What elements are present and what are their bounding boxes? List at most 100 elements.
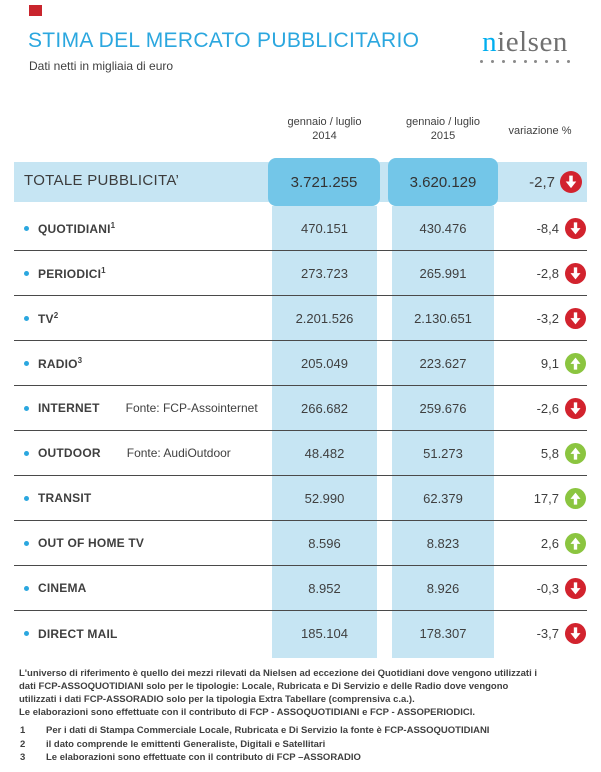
bullet-icon	[24, 270, 29, 276]
page-subtitle: Dati netti in migliaia di euro	[29, 59, 174, 73]
row-variation-value: -8,4	[536, 220, 559, 236]
nielsen-logo-wordmark: nielsen	[478, 27, 572, 57]
bullet-icon	[24, 405, 29, 411]
row-value-2015: 62.379	[423, 490, 463, 506]
row-label: TV2	[38, 310, 59, 326]
footnote-text: Per i dati di Stampa Commerciale Locale,…	[46, 725, 490, 736]
logo-dot	[501, 60, 505, 63]
footnote-text: il dato comprende le emittenti Generalis…	[46, 738, 326, 750]
row-variation-value: 9,1	[540, 355, 559, 371]
row-variation-value: -2,6	[536, 400, 559, 416]
column-header-2014-line1: gennaio / luglio	[287, 116, 362, 128]
logo-dot	[545, 60, 549, 63]
table-row: TV2 2.201.526 2.130.651 -3,2	[14, 296, 587, 341]
column-stripe-2014	[272, 206, 377, 658]
row-label: QUOTIDIANI1	[38, 220, 116, 236]
bullet-icon	[24, 585, 29, 591]
bullet-icon	[24, 450, 29, 456]
column-header-2015-line1: gennaio / luglio	[405, 116, 480, 128]
row-label: OUTDOOR	[38, 446, 101, 460]
down-arrow-icon	[565, 262, 586, 284]
down-arrow-icon	[565, 217, 586, 239]
row-variation-value: -2,8	[536, 265, 559, 281]
row-value-2015: 8.926	[426, 580, 460, 596]
row-value-2014: 185.104	[301, 626, 348, 641]
row-variation-value: -3,2	[536, 310, 559, 326]
row-value-2014: 8.952	[308, 580, 341, 596]
row-value-2015: 8.823	[426, 535, 460, 551]
row-value-2014: 273.723	[301, 265, 348, 281]
footnote-number: 1	[20, 725, 26, 736]
row-value-2015: 223.627	[419, 355, 467, 371]
logo-dot	[512, 60, 516, 63]
table-row: RADIO3 205.049 223.627 9,1	[14, 341, 587, 386]
page-title: STIMA DEL MERCATO PUBBLICITARIO	[28, 29, 420, 52]
footnote-item: 1 Per i dati di Stampa Commerciale Locale…	[20, 724, 580, 738]
row-label: DIRECT MAIL	[38, 626, 118, 641]
row-label-footnote-ref: 1	[101, 265, 106, 275]
row-value-2015: 259.676	[419, 400, 467, 416]
table-row: INTERNET Fonte: FCP-Assointernet 266.682…	[14, 386, 587, 431]
row-variation-value: -3,7	[536, 626, 559, 641]
row-variation-value: 5,8	[540, 445, 559, 461]
down-arrow-icon	[565, 397, 586, 419]
row-value-2014: 8.596	[308, 535, 341, 551]
row-variation-value: 17,7	[533, 490, 559, 506]
row-value-2015: 430.476	[419, 220, 467, 236]
down-arrow-icon	[565, 623, 586, 644]
row-label-footnote-ref: 1	[110, 220, 116, 230]
row-value-2014: 266.682	[301, 400, 348, 416]
down-arrow-icon	[560, 171, 582, 193]
row-label: TRANSIT	[38, 491, 92, 505]
down-arrow-icon	[565, 307, 586, 329]
column-header-2015-line2: 2015	[430, 130, 456, 142]
bullet-icon	[24, 540, 29, 546]
row-value-2015: 265.991	[419, 265, 467, 281]
bullet-icon	[24, 631, 29, 636]
footnote-text: Le elaborazioni sono effettuate con il c…	[46, 752, 361, 763]
total-value-2014: 3.721.255	[268, 158, 380, 206]
column-header-2014-line2: 2014	[312, 130, 337, 142]
nielsen-logo: nielsen	[478, 27, 572, 63]
footnote-item: 2 il dato comprende le emittenti Generali…	[20, 738, 580, 752]
footnote-item: 3 Le elaborazioni sono effettuate con il …	[20, 751, 580, 765]
logo-dot	[523, 60, 527, 63]
row-value-2014: 52.990	[304, 490, 345, 506]
total-variation: -2,7	[494, 162, 582, 202]
table-row: TRANSIT 52.990 62.379 17,7	[14, 476, 587, 521]
bullet-icon	[24, 360, 29, 366]
footer-paragraph-1: L'universo di riferimento è quello dei m…	[19, 668, 538, 705]
up-arrow-icon	[565, 352, 586, 374]
footnote-number: 2	[20, 738, 26, 750]
table-row: OUT OF HOME TV 8.596 8.823 2,6	[14, 521, 587, 566]
footer-paragraph-2: Le elaborazioni sono effettuate con il c…	[19, 707, 476, 718]
logo-dot	[556, 60, 560, 63]
row-label: OUT OF HOME TV	[38, 536, 145, 550]
row-source-label: Fonte: AudiOutdoor	[126, 446, 231, 460]
nielsen-logo-dots	[478, 60, 572, 63]
total-value-2015: 3.620.129	[388, 158, 498, 206]
table-row: QUOTIDIANI1 470.151 430.476 -8,4	[14, 206, 587, 251]
logo-dot	[480, 60, 483, 63]
row-value-2015: 2.130.651	[414, 310, 472, 326]
column-header-2014: gennaio / luglio 2014	[272, 115, 377, 143]
row-value-2014: 205.049	[301, 355, 348, 371]
table-row: PERIODICI1 273.723 265.991 -2,8	[14, 251, 587, 296]
up-arrow-icon	[565, 442, 586, 464]
column-stripe-2015	[392, 206, 494, 658]
up-arrow-icon	[565, 532, 586, 554]
bullet-icon	[24, 495, 29, 501]
row-label: PERIODICI1	[38, 265, 106, 281]
row-label: CINEMA	[38, 581, 87, 595]
logo-dot	[567, 60, 570, 63]
row-value-2014: 470.151	[301, 220, 348, 236]
row-value-2014: 2.201.526	[295, 310, 354, 326]
footnotes: 1 Per i dati di Stampa Commerciale Locale…	[20, 724, 580, 765]
row-value-2015: 51.273	[423, 445, 463, 461]
bullet-icon	[24, 315, 29, 321]
row-label-footnote-ref: 3	[77, 355, 83, 365]
row-source-label: Fonte: FCP-Assointernet	[125, 401, 258, 415]
nielsen-logo-rest: ielsen	[497, 26, 568, 58]
row-variation-value: 2,6	[540, 535, 559, 551]
column-header-variation: variazione %	[508, 125, 572, 137]
